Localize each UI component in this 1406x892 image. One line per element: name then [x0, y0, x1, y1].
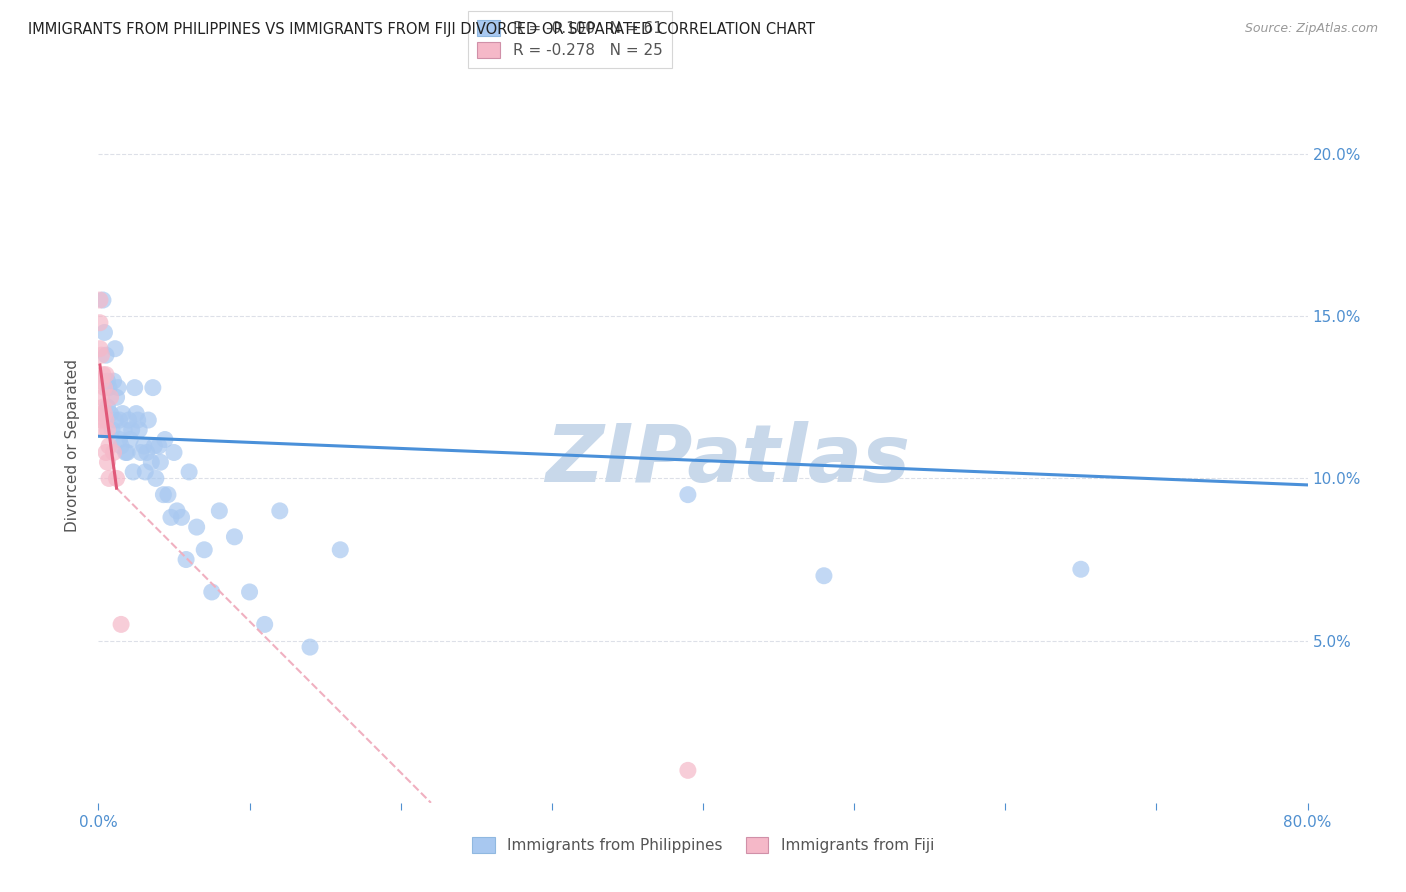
Point	[269, 504, 291, 518]
Point	[122, 465, 145, 479]
Point	[94, 445, 117, 459]
Point	[1070, 562, 1092, 576]
Point	[91, 423, 114, 437]
Point	[118, 413, 141, 427]
Point	[96, 423, 118, 437]
Point	[105, 390, 128, 404]
Point	[127, 413, 149, 427]
Point	[149, 455, 172, 469]
Point	[239, 585, 262, 599]
Point	[136, 413, 159, 427]
Y-axis label: Divorced or Separated: Divorced or Separated	[65, 359, 80, 533]
Point	[145, 471, 167, 485]
Point	[135, 445, 157, 459]
Point	[128, 423, 150, 437]
Point	[93, 407, 115, 421]
Point	[98, 381, 121, 395]
Point	[89, 342, 111, 356]
Point	[120, 433, 142, 447]
Point	[676, 488, 699, 502]
Point	[91, 368, 114, 382]
Point	[141, 455, 163, 469]
Point	[90, 348, 112, 362]
Point	[104, 413, 127, 427]
Point	[174, 552, 197, 566]
Point	[201, 585, 224, 599]
Point	[101, 423, 124, 437]
Point	[115, 445, 138, 459]
Point	[208, 504, 231, 518]
Point	[105, 471, 128, 485]
Text: Source: ZipAtlas.com: Source: ZipAtlas.com	[1244, 22, 1378, 36]
Point	[90, 407, 112, 421]
Point	[96, 400, 118, 414]
Point	[91, 293, 114, 307]
Point	[107, 381, 129, 395]
Point	[108, 433, 131, 447]
Point	[676, 764, 699, 778]
Point	[100, 390, 122, 404]
Point	[170, 510, 193, 524]
Point	[112, 423, 135, 437]
Point	[91, 400, 114, 414]
Point	[98, 471, 121, 485]
Point	[103, 445, 125, 459]
Point	[93, 326, 115, 340]
Point	[152, 488, 174, 502]
Text: ZIPatlas: ZIPatlas	[544, 421, 910, 500]
Point	[110, 617, 132, 632]
Point	[160, 510, 183, 524]
Point	[224, 530, 246, 544]
Point	[143, 439, 166, 453]
Point	[186, 520, 208, 534]
Point	[153, 433, 176, 447]
Point	[813, 568, 835, 582]
Point	[253, 617, 276, 632]
Point	[148, 439, 170, 453]
Point	[98, 439, 121, 453]
Legend: Immigrants from Philippines, Immigrants from Fiji: Immigrants from Philippines, Immigrants …	[465, 831, 941, 859]
Point	[100, 407, 122, 421]
Point	[142, 381, 165, 395]
Point	[132, 439, 155, 453]
Point	[299, 640, 322, 654]
Point	[114, 445, 136, 459]
Point	[329, 542, 352, 557]
Point	[166, 504, 188, 518]
Point	[90, 413, 112, 427]
Text: IMMIGRANTS FROM PHILIPPINES VS IMMIGRANTS FROM FIJI DIVORCED OR SEPARATED CORREL: IMMIGRANTS FROM PHILIPPINES VS IMMIGRANT…	[28, 22, 815, 37]
Point	[96, 374, 118, 388]
Point	[103, 374, 125, 388]
Point	[121, 423, 143, 437]
Point	[193, 542, 215, 557]
Point	[156, 488, 179, 502]
Point	[94, 348, 117, 362]
Point	[125, 407, 148, 421]
Point	[124, 381, 146, 395]
Point	[94, 413, 117, 427]
Point	[111, 407, 134, 421]
Point	[96, 455, 118, 469]
Point	[129, 445, 152, 459]
Point	[94, 368, 117, 382]
Point	[163, 445, 186, 459]
Point	[89, 293, 111, 307]
Point	[89, 316, 111, 330]
Point	[134, 465, 156, 479]
Point	[93, 381, 115, 395]
Point	[179, 465, 201, 479]
Point	[110, 439, 132, 453]
Point	[104, 342, 127, 356]
Point	[90, 374, 112, 388]
Point	[90, 390, 112, 404]
Point	[108, 413, 131, 427]
